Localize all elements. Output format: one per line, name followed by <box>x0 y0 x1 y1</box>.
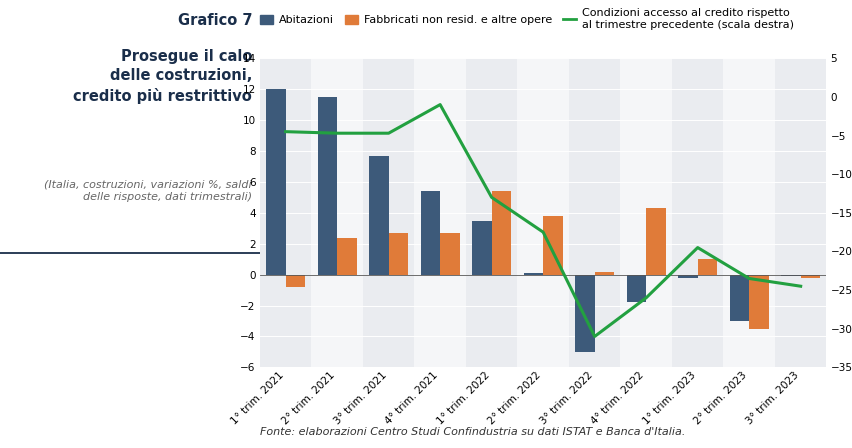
Bar <box>472 220 492 275</box>
Bar <box>544 216 562 275</box>
Bar <box>369 155 389 275</box>
Bar <box>646 208 665 275</box>
Bar <box>421 191 440 275</box>
Bar <box>285 275 305 287</box>
Bar <box>311 58 363 367</box>
Condizioni accesso al credito rispetto
al trimestre precedente (scala destra) <box>590 334 600 339</box>
Condizioni accesso al credito rispetto
al trimestre precedente (scala destra) <box>332 130 343 136</box>
Bar <box>260 58 311 367</box>
Bar <box>723 58 775 367</box>
Text: Grafico 7: Grafico 7 <box>177 13 252 28</box>
Bar <box>672 58 723 367</box>
Text: Fonte: elaborazioni Centro Studi Confindustria su dati ISTAT e Banca d'Italia.: Fonte: elaborazioni Centro Studi Confind… <box>260 427 685 437</box>
Bar <box>517 58 569 367</box>
Bar <box>729 275 749 321</box>
Condizioni accesso al credito rispetto
al trimestre precedente (scala destra) <box>693 245 703 250</box>
Condizioni accesso al credito rispetto
al trimestre precedente (scala destra) <box>641 295 651 301</box>
Bar <box>781 275 801 276</box>
Legend: Abitazioni, Fabbricati non resid. e altre opere, Condizioni accesso al credito r: Abitazioni, Fabbricati non resid. e altr… <box>260 8 794 30</box>
Bar <box>440 233 460 275</box>
Bar <box>775 58 826 367</box>
Condizioni accesso al credito rispetto
al trimestre precedente (scala destra) <box>796 284 806 289</box>
Bar <box>620 58 672 367</box>
Bar <box>575 275 595 352</box>
Line: Condizioni accesso al credito rispetto
al trimestre precedente (scala destra): Condizioni accesso al credito rispetto a… <box>285 105 801 336</box>
Bar <box>337 237 357 275</box>
Condizioni accesso al credito rispetto
al trimestre precedente (scala destra) <box>538 229 549 235</box>
Bar <box>698 259 717 275</box>
Bar <box>524 273 544 275</box>
Bar <box>466 58 517 367</box>
Condizioni accesso al credito rispetto
al trimestre precedente (scala destra) <box>744 276 754 281</box>
Bar <box>801 275 820 278</box>
Bar <box>492 191 511 275</box>
Bar <box>389 233 408 275</box>
Condizioni accesso al credito rispetto
al trimestre precedente (scala destra) <box>435 102 446 108</box>
Text: Prosegue il calo
delle costruzioni,
credito più restrittivo: Prosegue il calo delle costruzioni, cred… <box>73 49 252 104</box>
Text: (Italia, costruzioni, variazioni %, saldi
delle risposte, dati trimestrali): (Italia, costruzioni, variazioni %, sald… <box>44 179 252 202</box>
Condizioni accesso al credito rispetto
al trimestre precedente (scala destra) <box>383 130 394 136</box>
Bar <box>749 275 769 329</box>
Bar <box>363 58 414 367</box>
Bar <box>414 58 466 367</box>
Bar <box>626 275 646 302</box>
Condizioni accesso al credito rispetto
al trimestre precedente (scala destra) <box>280 129 291 134</box>
Bar <box>318 97 337 275</box>
Bar <box>595 271 614 275</box>
Bar <box>266 89 285 275</box>
Bar <box>569 58 620 367</box>
Bar <box>678 275 698 278</box>
Condizioni accesso al credito rispetto
al trimestre precedente (scala destra) <box>486 194 497 200</box>
